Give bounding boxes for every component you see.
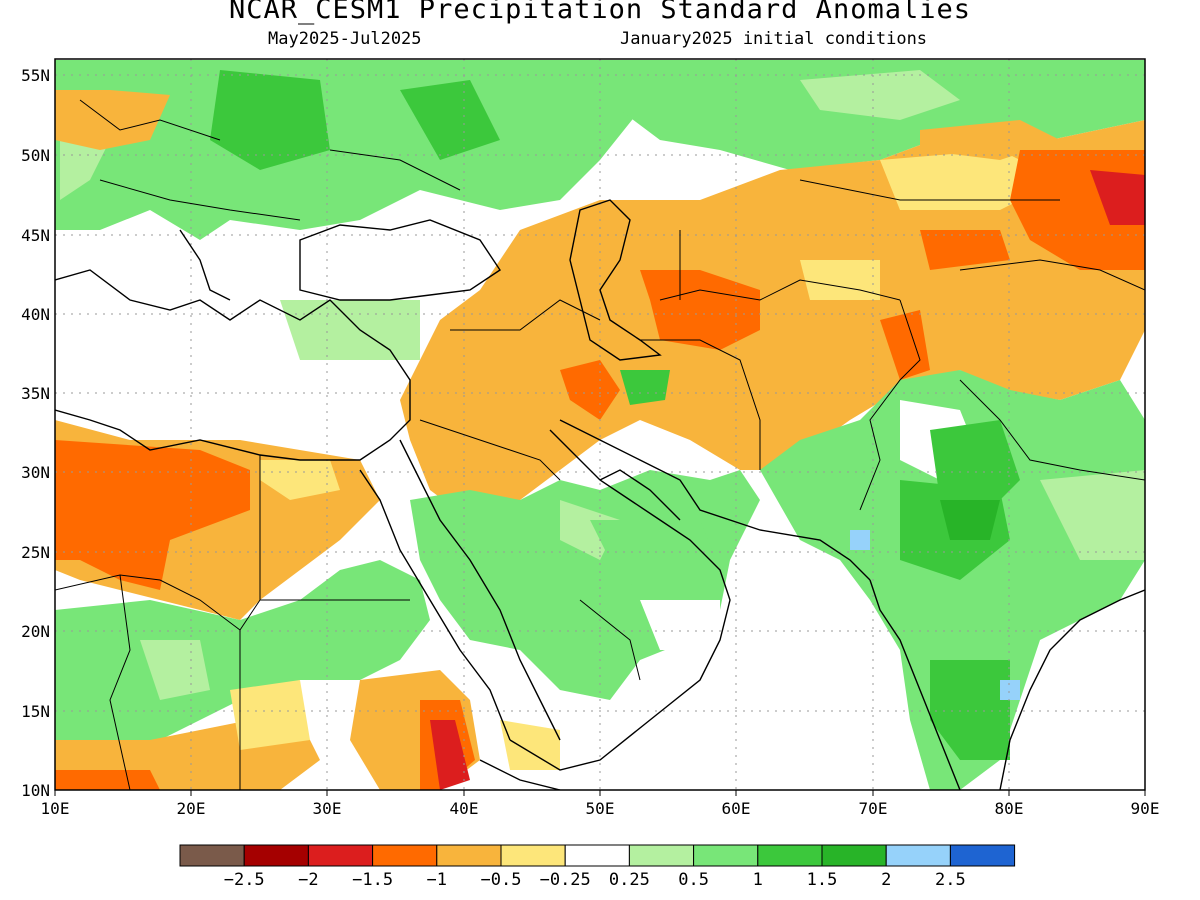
colorbar-swatch [243, 844, 309, 867]
borders [55, 99, 1145, 790]
map-title: NCAR_CESM1 Precipitation Standard Anomal… [229, 0, 971, 25]
colorbar-label: 2 [881, 870, 891, 890]
forecast-period: May2025-Jul2025 [268, 29, 422, 49]
graticule [55, 59, 1145, 790]
initial-conditions: January2025 initial conditions [620, 29, 928, 49]
colorbar-swatch [307, 844, 374, 867]
lat-axis: 55N 50N 45N 40N 35N 30N 25N 20N 15N 10N [21, 66, 50, 800]
lat-label: 35N [21, 384, 50, 403]
colorbar-swatch [500, 844, 566, 867]
colorbar-swatch [628, 844, 695, 867]
colorbar-label: 1.5 [807, 870, 838, 890]
lon-label: 40E [450, 799, 479, 818]
europe-wet-region [55, 60, 640, 240]
south-asia-wet-region [760, 370, 1145, 790]
colorbar-label: 0.5 [678, 870, 709, 890]
colorbar: −2.5 −2 −1.5 −1 −0.5 −0.25 0.25 0.5 1 1.5 2 2.5 [179, 844, 1016, 890]
lon-label: 30E [313, 799, 342, 818]
colorbar-label: −1 [427, 870, 447, 890]
colorbar-label: 2.5 [935, 870, 966, 890]
colorbar-swatch [372, 844, 438, 867]
colorbar-swatch [564, 844, 630, 867]
lon-label: 50E [586, 799, 615, 818]
lon-label: 90E [1131, 799, 1160, 818]
colorbar-label: −2 [298, 870, 318, 890]
colorbar-swatch [885, 844, 951, 867]
lon-label: 60E [722, 799, 751, 818]
anomaly-fields [55, 59, 1145, 790]
lon-label: 20E [177, 799, 206, 818]
colorbar-label: −1.5 [352, 870, 393, 890]
lat-label: 30N [21, 463, 50, 482]
colorbar-swatch [436, 844, 502, 867]
lat-label: 25N [21, 543, 50, 562]
lat-label: 40N [21, 305, 50, 324]
colorbar-swatch [949, 844, 1016, 867]
colorbar-label: −0.5 [481, 870, 522, 890]
lat-label: 15N [21, 702, 50, 721]
colorbar-label: −0.25 [540, 870, 591, 890]
colorbar-swatch [179, 844, 245, 867]
lon-label: 10E [41, 799, 70, 818]
lat-label: 50N [21, 146, 50, 165]
lon-label: 80E [995, 799, 1024, 818]
colorbar-label: −2.5 [224, 870, 265, 890]
lat-label: 55N [21, 66, 50, 85]
colorbar-label: 0.25 [609, 870, 650, 890]
colorbar-swatch [821, 844, 887, 867]
lat-label: 10N [21, 781, 50, 800]
colorbar-label: 1 [753, 870, 763, 890]
lat-label: 20N [21, 622, 50, 641]
lon-label: 70E [859, 799, 888, 818]
colorbar-swatch [693, 844, 759, 867]
coastlines [55, 199, 1145, 790]
lon-axis: 10E 20E 30E 40E 50E 60E 70E 80E 90E [41, 799, 1160, 818]
lat-label: 45N [21, 226, 50, 245]
central-asia-dry-region [400, 120, 1145, 520]
colorbar-swatch [757, 844, 823, 867]
